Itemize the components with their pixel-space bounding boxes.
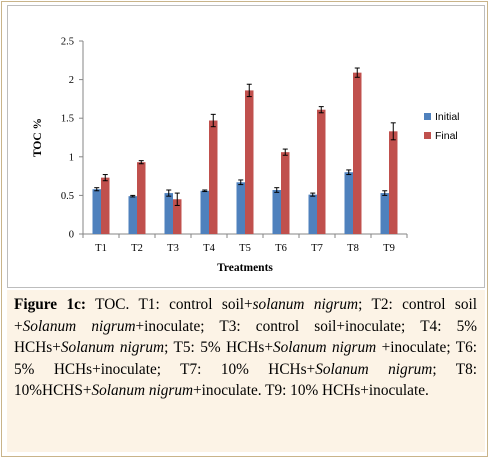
legend-swatch-final: [424, 132, 431, 139]
x-tick-label: T8: [347, 243, 359, 254]
caption-species-name: Solanum nigrum: [22, 317, 136, 335]
y-tick-label: 2.5: [61, 37, 74, 48]
chart-area: 0 0.5 1 1.5 2 2.5 T1 T2 T3 T4 T5 T6 T7 T8 T9 Treatments…: [7, 5, 485, 288]
bar-initial-t5: [236, 182, 245, 234]
caption-text-segment: +inoculate; T3: control soil+inoculate; …: [14, 317, 477, 357]
caption-text-segment: TOC. T1: control soil+: [86, 296, 253, 313]
caption-text: TOC. T1: control soil+solanum nigrum; T2…: [14, 296, 477, 399]
caption-text-segment: +inoculate; T6: 5% HCHs+inoculate; T7: 1…: [14, 339, 477, 378]
y-tick-label: 0: [69, 230, 74, 241]
bar-final-t7: [317, 109, 326, 234]
bar-initial-t9: [380, 193, 389, 234]
bar-initial-t8: [344, 172, 353, 234]
caption-text-segment: +inoculate. T9: 10% HCHs+inoculate.: [193, 382, 429, 399]
x-tick-label: T3: [167, 243, 179, 254]
caption-text-segment: ; T5: 5% HCHs+: [164, 339, 273, 356]
caption-text-segment: ; T8: 10%HCHS+: [14, 360, 478, 400]
bar-final-t1: [101, 177, 110, 234]
figure-caption: Figure 1c: TOC. T1: control soil+solanum…: [7, 290, 485, 452]
caption-species-name: Solanum nigrum: [315, 360, 433, 378]
x-tick-label: T7: [311, 243, 323, 254]
y-tick-label: 0.5: [61, 191, 74, 202]
bar-initial-t4: [200, 190, 209, 234]
x-tick-label: T4: [203, 243, 215, 254]
x-tick-label: T9: [383, 243, 395, 254]
x-tick-label: T2: [131, 243, 143, 254]
caption-species-name: Solanum nigrum: [60, 339, 165, 356]
x-axis-title: Treatments: [217, 262, 273, 274]
caption-label: Figure 1c:: [14, 296, 87, 313]
bar-final-t6: [281, 152, 290, 234]
x-tick-label: T6: [275, 243, 287, 254]
bar-final-t3: [173, 199, 182, 234]
x-tick-label: T1: [95, 243, 107, 254]
y-tick-label: 1: [69, 152, 74, 163]
legend-swatch-initial: [424, 113, 431, 120]
bar-initial-t1: [92, 189, 101, 234]
y-tick-label: 2: [69, 75, 74, 86]
bar-initial-t7: [308, 194, 317, 234]
caption-species-name: Solanum nigrum: [272, 339, 377, 356]
y-tick-label: 1.5: [61, 114, 74, 125]
x-tick-label: T5: [239, 243, 251, 254]
bar-final-t2: [137, 162, 146, 234]
y-axis-title: TOC %: [32, 118, 44, 157]
caption-text-segment: ; T2: control soil +: [14, 296, 477, 335]
bar-final-t5: [245, 90, 254, 235]
bar-final-t8: [353, 72, 362, 234]
legend-label-initial: Initial: [435, 111, 460, 123]
caption-species-name: Solanum nigrum: [91, 382, 194, 399]
legend-label-final: Final: [435, 130, 458, 142]
bar-final-t4: [209, 120, 218, 234]
bar-initial-t2: [128, 196, 137, 234]
bar-initial-t3: [164, 193, 173, 234]
bar-final-t9: [389, 131, 398, 234]
caption-species-name: solanum nigrum: [252, 296, 359, 313]
bar-initial-t6: [272, 189, 281, 234]
bar-chart: 0 0.5 1 1.5 2 2.5 T1 T2 T3 T4 T5 T6 T7 T8 T9 Treatments…: [32, 37, 460, 275]
